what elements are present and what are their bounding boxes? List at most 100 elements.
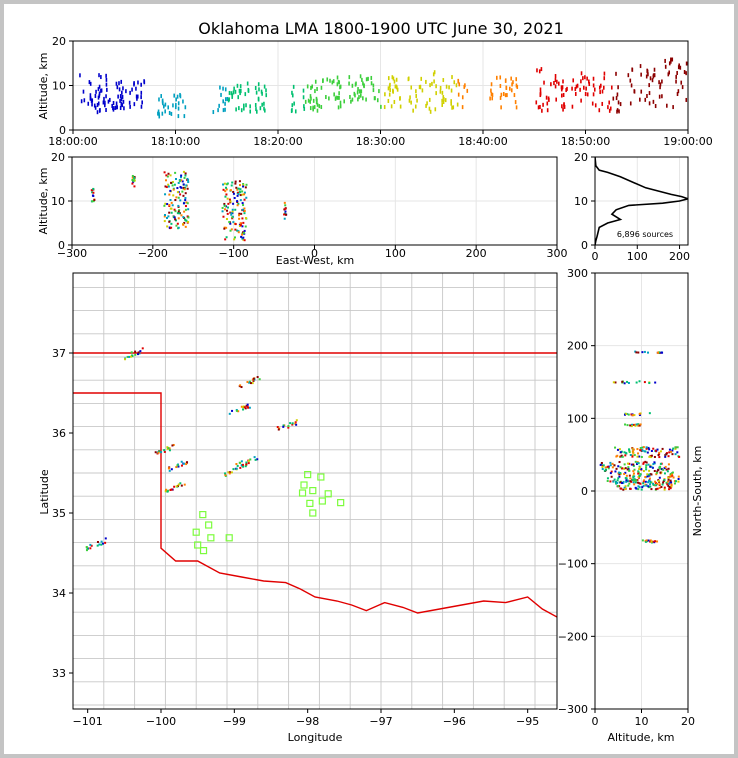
east-west-source [178,179,181,182]
time-height-source [120,102,123,107]
time-height-source [506,93,508,98]
east-west-source [229,229,232,232]
north-south-source [656,487,659,490]
plan-view-ytick-label: 37 [52,347,66,360]
east-west-source [174,218,177,221]
east-west-source [223,182,226,185]
east-west-source [230,184,233,187]
time-height-source [309,94,312,99]
north-south-source [656,448,659,451]
east-west-source [168,203,171,206]
plan-view-source [247,462,250,465]
time-height-source [491,96,494,101]
time-height-source [574,87,577,92]
east-west-source [241,190,244,193]
time-height-source [261,91,263,96]
plan-view-source [235,463,238,466]
north-south-source [645,464,648,467]
plan-view-source [245,461,248,464]
county-map [73,273,557,709]
time-height-source [337,79,340,84]
time-height-source [164,102,167,107]
plan-view-ticks: −101 −100 −99 −98 −97 −96 −95 33 34 35 36 37 [52,347,539,728]
east-west-source [133,177,136,180]
north-south-source [648,473,651,476]
time-height-source [291,103,294,108]
time-height-source [116,105,118,110]
east-west-source [229,222,232,225]
time-height-source [396,87,399,92]
east-west-source [234,182,237,185]
north-south-source [630,480,633,483]
time-height-source [227,98,230,103]
time-height-source [562,92,565,97]
north-south-source [633,478,636,481]
north-south-source [634,424,637,427]
north-south-source [667,476,670,479]
east-west-source [174,171,177,174]
east-west-source [187,220,190,223]
plan-view-source [167,447,170,450]
time-height-source [399,104,402,109]
north-south-source [655,473,658,476]
east-west-source [177,181,180,184]
north-south-source [667,478,670,481]
plan-view-source [96,540,99,543]
time-height-source [314,79,317,84]
north-south-source [609,480,612,483]
time-height-source [293,101,295,106]
north-south-source [645,484,648,487]
north-south-source [653,484,656,487]
north-south-ytick-label: 100 [567,412,588,425]
east-west-source [227,202,230,205]
time-height-source [235,107,237,112]
east-west-source [164,185,167,188]
east-west-source [234,180,237,183]
time-height-source [554,78,557,83]
north-south-source [658,486,661,489]
time-height-source [592,92,595,97]
time-height-source [90,98,93,103]
time-height-source [490,91,493,96]
north-south-source [667,482,670,485]
time-height-source [432,72,435,77]
north-south-source [613,478,616,481]
east-west-source [180,214,183,217]
east-west-source [186,177,189,180]
north-south-source [658,452,661,455]
time-height-source [362,96,364,101]
north-south-source [640,455,643,458]
north-south-source [659,465,662,468]
east-west-source [169,198,172,201]
east-west-source [187,208,190,211]
east-west-source [230,212,233,215]
lma-station-marker [309,509,317,517]
north-south-source [639,449,642,452]
north-south-source [654,480,657,483]
north-south-source [635,479,638,482]
north-south-source [637,424,640,427]
north-south-source [649,539,652,542]
east-west-source [91,194,94,197]
north-south-source [654,481,657,484]
north-south-source [643,350,646,353]
east-west-source [238,184,241,187]
figure-canvas: Oklahoma LMA 1800-1900 UTC June 30, 2021… [4,4,734,754]
east-west-source [285,213,288,216]
east-west-source [231,208,234,211]
plan-view-source [164,490,167,493]
time-height-source [336,95,339,100]
north-south-source [620,487,623,490]
plan-view-source [248,406,251,409]
east-west-source [168,226,171,229]
time-height-source [100,88,103,93]
east-west-source [176,222,179,225]
north-south-source [656,540,659,543]
east-west-source [167,185,170,188]
time-height-source [224,87,227,92]
north-south-source [665,452,668,455]
north-south-source [642,470,645,473]
east-west-source [164,193,167,196]
time-height-source [490,88,492,93]
time-height-source [170,111,173,116]
